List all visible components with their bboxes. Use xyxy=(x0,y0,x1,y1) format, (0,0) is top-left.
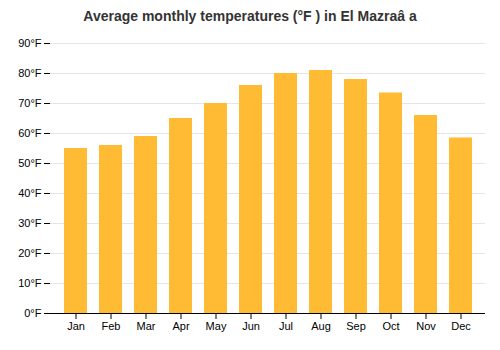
svg-text:60°F: 60°F xyxy=(18,127,42,139)
svg-text:Jul: Jul xyxy=(279,320,293,332)
svg-text:Dec: Dec xyxy=(451,320,471,332)
svg-text:20°F: 20°F xyxy=(18,247,42,259)
svg-text:Jun: Jun xyxy=(242,320,260,332)
svg-text:Aug: Aug xyxy=(311,320,331,332)
svg-text:May: May xyxy=(206,320,227,332)
html-text:Average monthly temperatures (: Average monthly temperatures (°F ) in El… xyxy=(83,8,417,24)
svg-text:30°F: 30°F xyxy=(18,217,42,229)
svg-text:Oct: Oct xyxy=(382,320,399,332)
svg-text:Nov: Nov xyxy=(416,320,436,332)
svg-text:70°F: 70°F xyxy=(18,97,42,109)
svg-text:90°F: 90°F xyxy=(18,37,42,49)
svg-text:Feb: Feb xyxy=(102,320,121,332)
svg-text:Sep: Sep xyxy=(346,320,366,332)
svg-text:10°F: 10°F xyxy=(18,277,42,289)
svg-text:Jan: Jan xyxy=(67,320,85,332)
svg-text:50°F: 50°F xyxy=(18,157,42,169)
svg-text:Mar: Mar xyxy=(137,320,156,332)
svg-text:40°F: 40°F xyxy=(18,187,42,199)
svg-text:0°F: 0°F xyxy=(24,307,42,319)
svg-text:80°F: 80°F xyxy=(18,67,42,79)
svg-text:Apr: Apr xyxy=(172,320,189,332)
